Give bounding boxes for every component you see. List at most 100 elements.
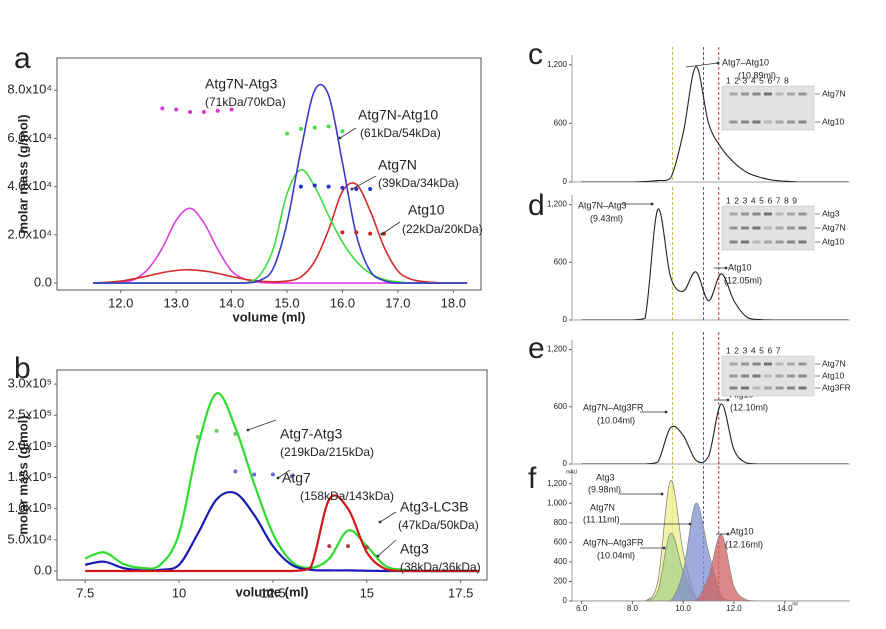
arrow-head bbox=[726, 532, 730, 536]
annotation: Atg7N–Atg3FR bbox=[583, 537, 644, 547]
curve bbox=[85, 494, 480, 573]
gel-band bbox=[729, 362, 738, 366]
annotation-sub: (47kDa/50kDa) bbox=[398, 518, 479, 532]
mass-point bbox=[195, 435, 200, 440]
arrow-head bbox=[376, 554, 380, 558]
annotation-leader bbox=[351, 175, 377, 190]
gel-band bbox=[764, 362, 772, 366]
gel-band bbox=[764, 120, 772, 124]
y-tick-label: 1,200 bbox=[547, 60, 568, 69]
curve bbox=[581, 208, 849, 320]
curve bbox=[581, 66, 849, 182]
arrow-head bbox=[726, 398, 730, 402]
x-tick-label: 16.0 bbox=[330, 295, 355, 310]
mass-point bbox=[289, 474, 294, 479]
gel-band bbox=[798, 212, 807, 216]
y-tick-label: 0 bbox=[563, 596, 568, 605]
annotation-leader bbox=[247, 419, 277, 431]
gel-band bbox=[752, 240, 761, 244]
gel-band bbox=[775, 240, 784, 244]
mass-point bbox=[368, 231, 373, 236]
mass-point bbox=[326, 184, 331, 189]
panel: f 0 200 400 600 800 1,000 1,200 6.0 8.0 10.0 12.0 14… bbox=[528, 461, 850, 613]
annotation-leader bbox=[377, 539, 397, 557]
gel-band bbox=[752, 374, 761, 378]
panel: e 0 600 1,200 Atg7N–Atg3FR (10.04ml) Atg10 (12.… bbox=[528, 332, 851, 468]
mass-point bbox=[326, 124, 331, 129]
x-axis-label: volume (ml) bbox=[233, 309, 306, 324]
annotation-leader bbox=[379, 511, 397, 523]
gel-lanes: 1 2 3 4 5 6 7 bbox=[726, 345, 781, 355]
arrow-head bbox=[246, 428, 250, 432]
gel-band bbox=[775, 362, 784, 366]
gel-band bbox=[741, 240, 749, 244]
mass-point bbox=[270, 472, 275, 477]
panel-letter: e bbox=[528, 332, 545, 365]
arrow-head bbox=[724, 266, 728, 270]
annotation: Atg7-Atg3 bbox=[280, 426, 342, 442]
y-axis-label: molar mass (g/mol) bbox=[15, 415, 30, 534]
mass-point bbox=[346, 544, 351, 549]
gel-band bbox=[752, 386, 761, 390]
annotation-sub: (10.89ml) bbox=[738, 70, 776, 80]
mass-point bbox=[285, 131, 290, 136]
annotation: Atg7N–Atg3FR bbox=[583, 402, 644, 412]
area bbox=[581, 534, 849, 601]
gel-band bbox=[798, 120, 807, 124]
x-tick-label: 10.0 bbox=[675, 604, 691, 613]
gel-band bbox=[798, 362, 807, 366]
arrow-head bbox=[350, 187, 354, 191]
annotation-sub: (158kDa/143kDa) bbox=[300, 489, 394, 503]
arrow-head bbox=[716, 61, 720, 65]
gel-band bbox=[764, 212, 772, 216]
mass-point bbox=[233, 469, 238, 474]
y-tick-label: 400 bbox=[554, 557, 568, 566]
y-tick-label: 2.0x10⁵ bbox=[8, 438, 52, 453]
plot-area bbox=[92, 83, 468, 284]
annotation: Atg7N-Atg10 bbox=[358, 107, 438, 123]
x-tick-label: 14.0 bbox=[219, 295, 244, 310]
gel-band bbox=[729, 374, 738, 378]
x-tick-label: 14.0 bbox=[777, 604, 793, 613]
gel-label: Atg7N bbox=[822, 358, 846, 368]
mass-point bbox=[233, 431, 238, 436]
arrow-head bbox=[338, 136, 342, 140]
gel-label: Atg10 bbox=[822, 116, 844, 126]
arrow-head bbox=[660, 492, 664, 496]
annotation-leader bbox=[277, 469, 291, 479]
gel-band bbox=[729, 120, 738, 124]
annotation-leader bbox=[339, 127, 357, 139]
gel-band bbox=[741, 212, 749, 216]
annotation-sub: (219kDa/215kDa) bbox=[280, 445, 374, 459]
x-tick-label: 13.0 bbox=[164, 295, 189, 310]
mass-point bbox=[354, 187, 359, 192]
mass-point bbox=[340, 129, 345, 134]
gel-band bbox=[787, 240, 795, 244]
x-tick-label: 15.0 bbox=[274, 295, 299, 310]
plot-area bbox=[581, 66, 849, 182]
mass-point bbox=[215, 108, 220, 113]
gel-band bbox=[729, 92, 738, 96]
annotation-sub: (61kDa/54kDa) bbox=[360, 126, 441, 140]
gel-label: Atg10 bbox=[822, 370, 844, 380]
arrow-head bbox=[664, 410, 668, 414]
x-tick-label: 12.5 bbox=[260, 585, 285, 600]
y-tick-label: 600 bbox=[554, 537, 568, 546]
gel-lanes: 1 2 3 4 5 6 7 8 9 bbox=[726, 195, 798, 205]
x-tick-label: 15 bbox=[360, 585, 374, 600]
mass-point bbox=[229, 107, 234, 112]
gel-band bbox=[729, 226, 738, 230]
arrow-head bbox=[650, 202, 654, 206]
annotation: Atg3 bbox=[400, 541, 429, 557]
gel-band bbox=[752, 92, 761, 96]
gel-label: Atg3 bbox=[822, 208, 840, 218]
annotation-leader bbox=[685, 62, 719, 68]
gel-band bbox=[787, 362, 795, 366]
panel-letter: a bbox=[14, 42, 31, 75]
x-tick-label: 17.5 bbox=[448, 585, 473, 600]
y-tick-label: 1,000 bbox=[547, 498, 568, 507]
plot-area bbox=[84, 392, 480, 573]
mass-point bbox=[201, 109, 206, 114]
annotation: Atg7N bbox=[378, 157, 417, 173]
